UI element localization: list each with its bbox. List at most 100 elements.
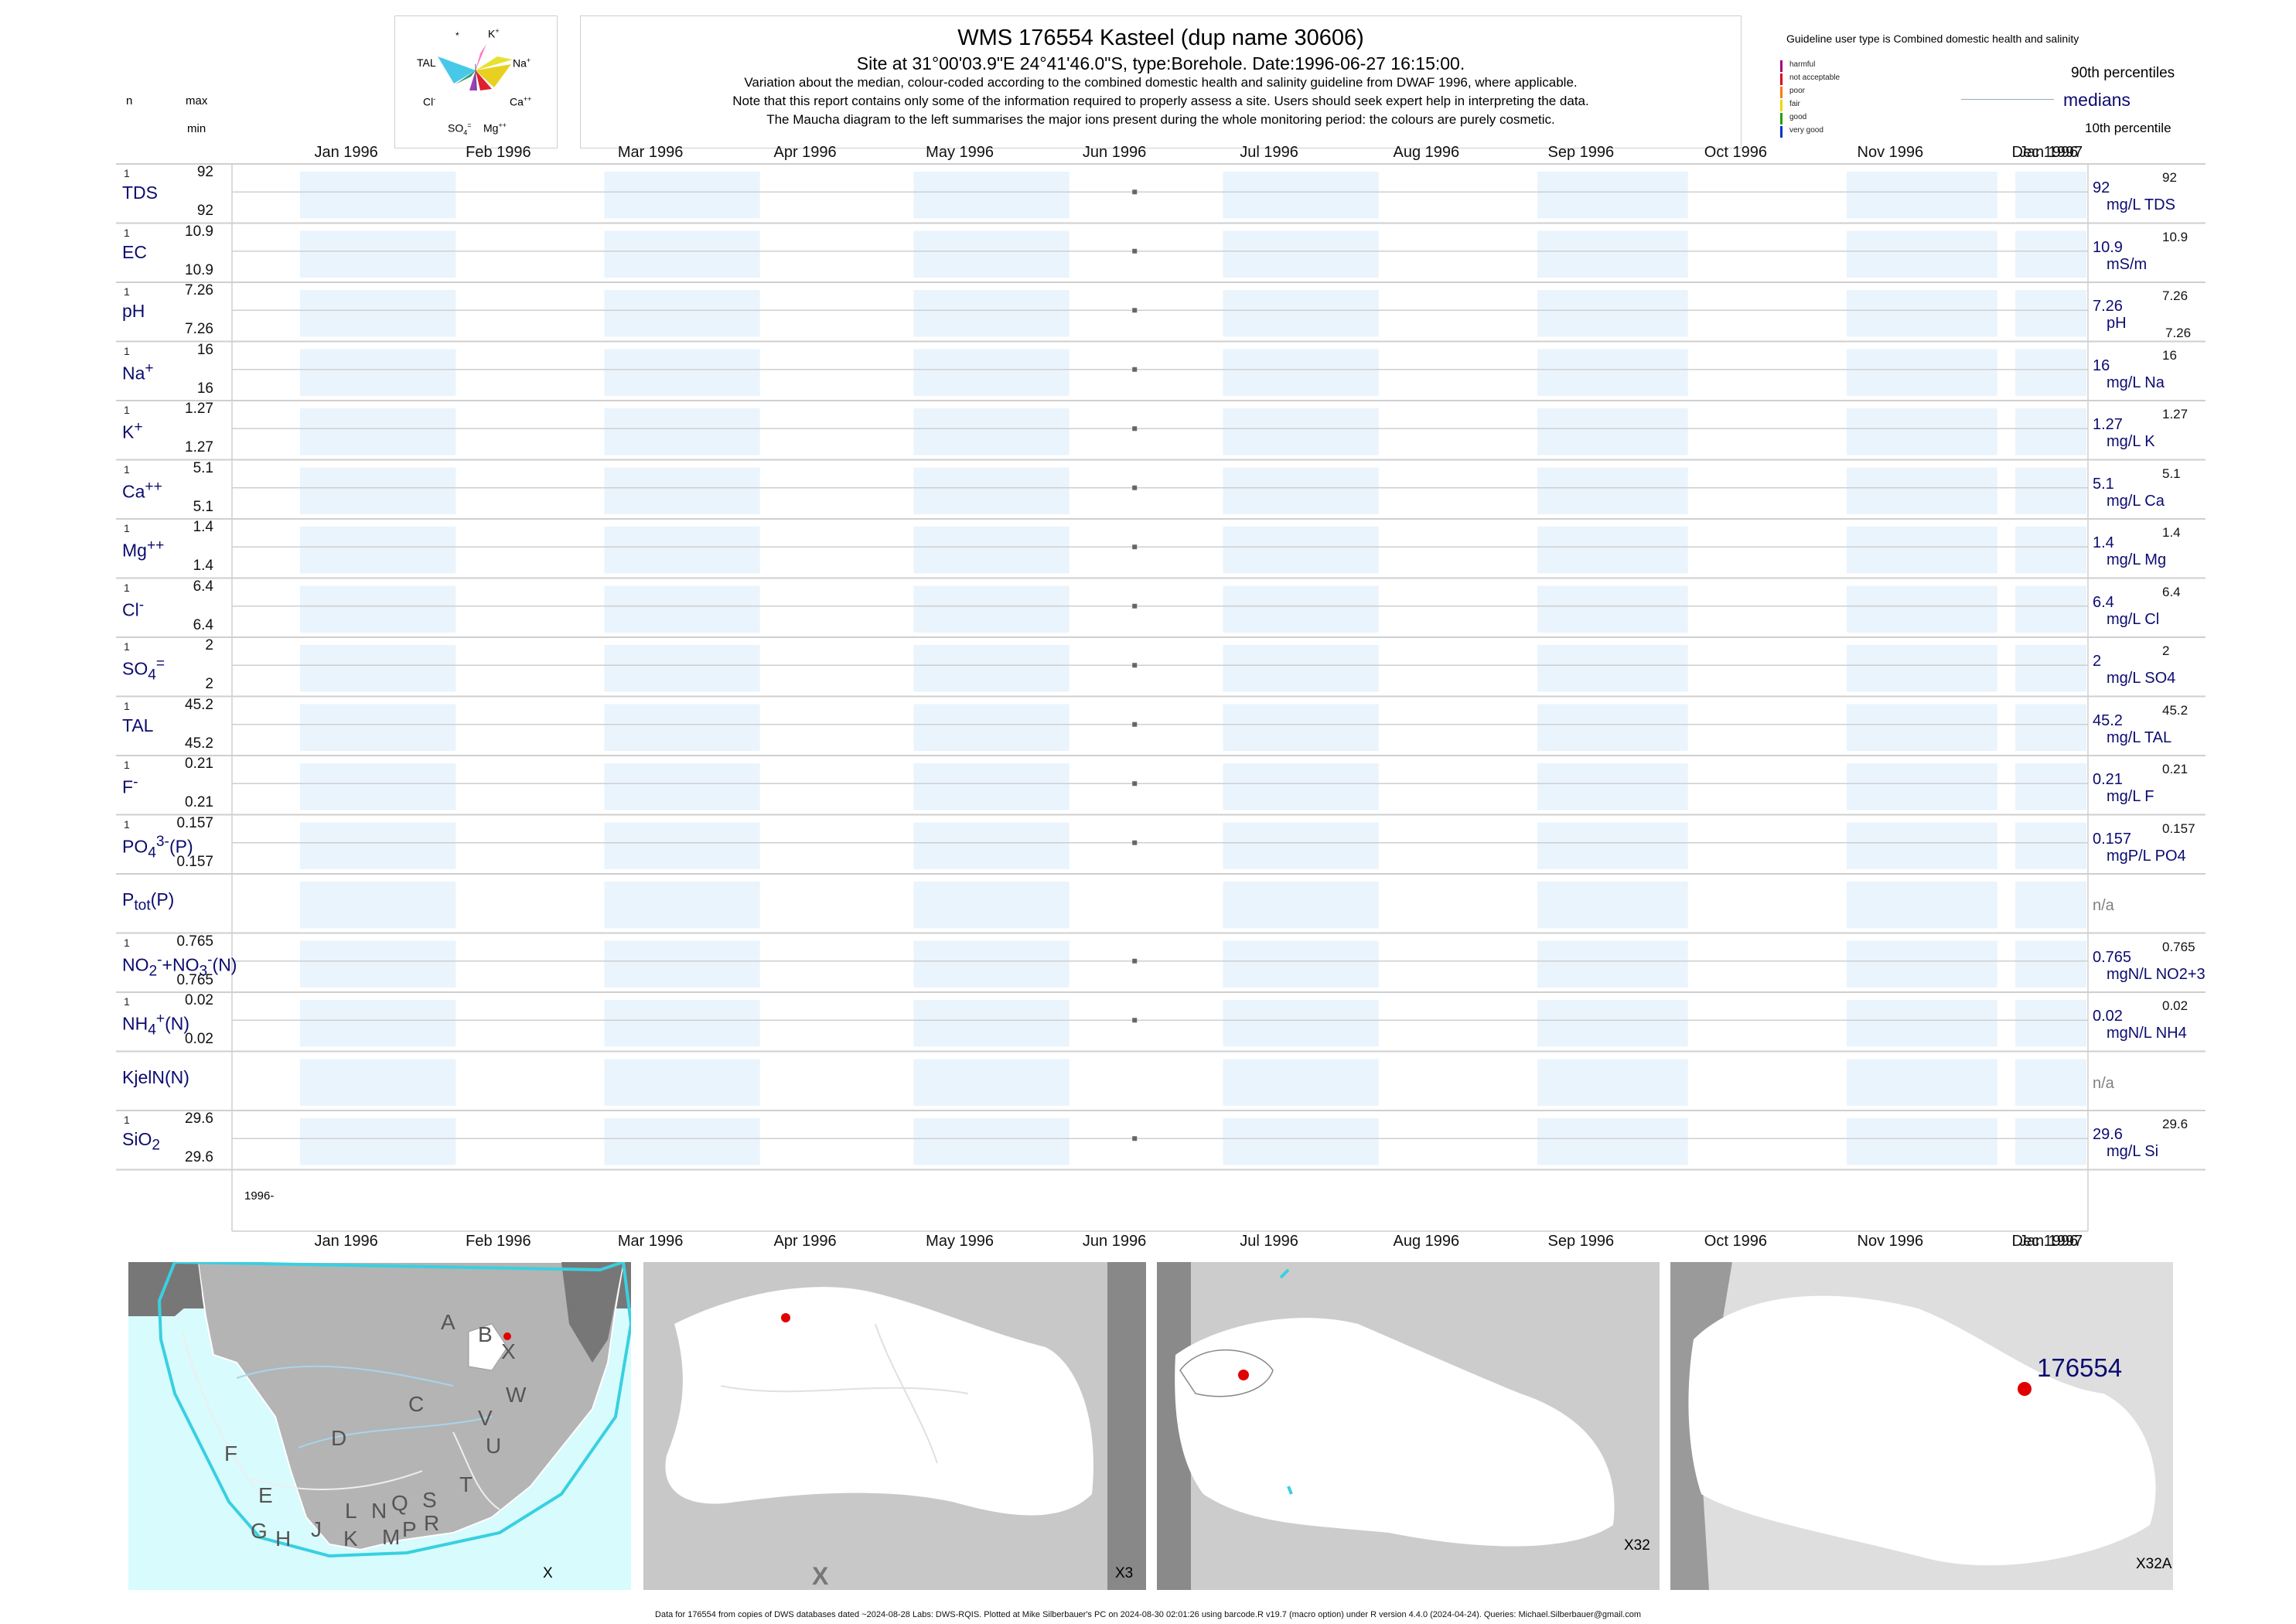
month-band	[604, 940, 760, 988]
row-min-value: 2	[205, 676, 213, 692]
month-band	[1847, 1118, 1997, 1165]
row-max-value: 6.4	[193, 578, 213, 595]
p90-value: 0.157	[2162, 821, 2195, 836]
sample-count: 1	[124, 226, 130, 239]
month-band	[300, 882, 456, 929]
month-band	[2015, 822, 2086, 869]
month-band	[1537, 527, 1688, 574]
month-band	[1223, 527, 1379, 574]
legend-class-label: very good	[1789, 126, 1823, 135]
legend-medians: medians	[2063, 90, 2131, 110]
month-band	[1537, 704, 1688, 751]
p90-value: 1.4	[2162, 525, 2181, 540]
unit-label: mg/L Na	[2107, 374, 2165, 391]
data-point	[1132, 367, 1138, 372]
maucha-label-cl: Cl-	[423, 95, 436, 108]
sample-count: 1	[124, 522, 130, 534]
month-label-top: Sep 1996	[1547, 144, 1615, 161]
parameter-name: TAL	[122, 715, 154, 735]
month-label-bottom: Jan 1996	[314, 1233, 378, 1250]
map-x32a-svg	[1670, 1262, 2156, 1590]
month-band	[2015, 349, 2086, 396]
month-label-top: Nov 1996	[1857, 144, 1924, 161]
month-band	[2015, 290, 2086, 337]
region-letter-w: W	[506, 1383, 527, 1407]
legend-color-swatch	[1780, 126, 1783, 138]
maucha-segment-na	[476, 56, 513, 70]
month-band	[1847, 230, 1997, 278]
month-label-top: Oct 1996	[1704, 144, 1767, 161]
region-letter-b: B	[478, 1322, 493, 1346]
month-band	[2015, 1118, 2086, 1165]
legend-median-line	[1961, 99, 2054, 100]
legend-color-swatch	[1780, 100, 1783, 111]
month-band	[1223, 230, 1379, 278]
p90-value: 16	[2162, 347, 2177, 363]
month-band	[1223, 467, 1379, 514]
row-min-value: 5.1	[193, 498, 213, 515]
month-band	[300, 467, 456, 514]
month-band	[604, 290, 760, 337]
unit-label: mg/L K	[2107, 433, 2155, 450]
region-letter-n: N	[371, 1499, 387, 1523]
month-band	[1847, 1059, 1997, 1106]
median-value: 0.157	[2093, 830, 2132, 848]
data-point	[1132, 308, 1138, 313]
month-label-bottom: Oct 1996	[1704, 1233, 1767, 1250]
month-band	[300, 585, 456, 633]
legend-color-swatch	[1780, 60, 1783, 72]
month-band	[300, 527, 456, 574]
p90-value: 29.6	[2162, 1117, 2189, 1131]
month-label-top: Feb 1996	[466, 144, 531, 161]
month-band	[1223, 645, 1379, 692]
month-label-top: Dec 1996	[2011, 144, 2079, 161]
month-label-bottom: Feb 1996	[466, 1233, 531, 1250]
legend-class-label: good	[1789, 113, 1807, 121]
map-south-africa-svg	[128, 1262, 631, 1558]
unit-label: mg/L SO4	[2107, 670, 2176, 687]
month-band	[300, 1059, 456, 1106]
region-letter-x: X	[501, 1339, 516, 1363]
header-note-1: Variation about the median, colour-coded…	[744, 75, 1578, 90]
parameter-name: K+	[122, 419, 143, 442]
p90-value: 2	[2162, 643, 2170, 658]
month-band	[1847, 882, 1997, 929]
page-title: WMS 176554 Kasteel (dup name 30606)	[957, 26, 1364, 50]
region-letter-r: R	[424, 1511, 440, 1535]
maucha-segment-tal	[438, 56, 476, 84]
month-band	[913, 230, 1070, 278]
month-band	[913, 645, 1070, 692]
month-band	[1537, 763, 1688, 810]
month-label-bottom: May 1996	[926, 1233, 994, 1250]
row-max-value: 29.6	[185, 1111, 213, 1127]
maucha-label-tal: TAL	[417, 56, 436, 69]
month-band	[1847, 763, 1997, 810]
unit-label: mgP/L PO4	[2107, 847, 2186, 865]
month-band	[300, 1118, 456, 1165]
map-tag-x3: X3	[1115, 1565, 1134, 1581]
month-band	[604, 408, 760, 455]
month-band	[300, 172, 456, 219]
row-max-value: 0.157	[176, 814, 213, 831]
month-label-top: Jan 1996	[314, 144, 378, 161]
sample-count: 1	[124, 759, 130, 771]
month-band	[604, 645, 760, 692]
unit-label: mg/L Ca	[2107, 492, 2165, 510]
parameter-name: NO2-+NO3-(N)	[122, 951, 237, 979]
row-min-value: 1.27	[185, 439, 213, 455]
month-band	[913, 408, 1070, 455]
maucha-label-ca: Ca++	[510, 95, 532, 108]
sample-count: 1	[124, 640, 130, 653]
maucha-label-mg: Mg++	[483, 121, 507, 135]
month-band	[1223, 763, 1379, 810]
sample-count: 1	[124, 285, 130, 298]
legend-class-label: fair	[1789, 100, 1800, 108]
month-label-bottom: Mar 1996	[617, 1233, 684, 1250]
unit-label: mS/m	[2107, 255, 2148, 273]
p90-value: 5.1	[2162, 466, 2181, 481]
month-label-top: Mar 1996	[617, 144, 684, 161]
row-max-value: 1.4	[193, 519, 213, 535]
month-band	[604, 763, 760, 810]
p90-value: 0.21	[2162, 762, 2189, 776]
unit-label: mg/L Si	[2107, 1143, 2159, 1160]
